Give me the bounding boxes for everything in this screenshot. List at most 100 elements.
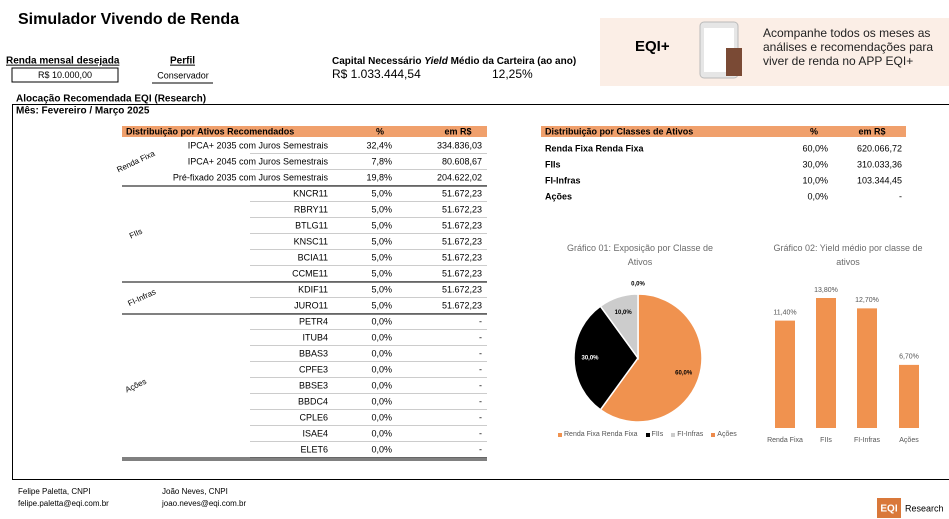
table-header [122,126,487,137]
asset-pct: 32,4% [366,140,392,150]
asset-amount: 51.672,23 [442,204,482,214]
slice-label: 60,0% [675,370,693,376]
asset-amount: 334.836,03 [437,140,482,150]
section-box [12,104,949,480]
asset-pct: 0,0% [371,412,392,422]
asset-name: JURO11 [294,300,328,310]
legend-item: FIIs [645,431,663,438]
label-part: Yield [424,56,448,67]
chart-title: Gráfico 02: Yield médio por classe de at… [773,243,923,267]
asset-pct: 0,0% [371,316,392,326]
class-amount: - [899,191,902,201]
banner-logo: EQI+ [635,38,670,55]
banner-text: Acompanhe todos os meses as análises e r… [763,26,934,68]
asset-name: KNCR11 [293,188,328,198]
author-email: joao.neves@eqi.com.br [161,499,247,508]
asset-amount: 51.672,23 [442,300,482,310]
asset-name: KNSC11 [294,236,328,246]
asset-pct: 0,0% [371,380,392,390]
asset-name: CPFE3 [299,364,328,374]
class-amount: 103.344,45 [857,175,902,185]
author: João Neves, CNPI [162,487,228,496]
asset-name: IPCA+ 2035 com Juros Semestrais [188,140,329,150]
group-label: FI-Infras [126,287,157,308]
header-cell: Distribuição por Classes de Ativos [545,126,693,136]
class-pct: 10,0% [802,175,828,185]
asset-name: RBRY11 [294,204,328,214]
result-value: R$ 1.033.444,54 [332,67,421,81]
asset-amount: 204.622,02 [437,172,482,182]
slice-label: 10,0% [615,310,633,316]
asset-name: PETR4 [299,316,328,326]
result-label: Capital Necessário Yield Médio da Cartei… [332,56,576,67]
asset-pct: 0,0% [371,396,392,406]
label-part: Médio da Carteira (ao ano) [451,56,577,67]
asset-amount: 51.672,23 [442,236,482,246]
page-title: Simulador Vivendo de Renda [18,11,239,28]
header-cell: % [810,126,818,136]
input-value: R$ 10.000,00 [38,70,92,80]
class-pct: 0,0% [807,191,828,201]
slice-label: 0,0% [631,282,645,288]
asset-name: BTLG11 [295,220,328,230]
class-name: FIIs [545,159,561,169]
legend-swatch [711,432,716,437]
asset-amount: 51.672,23 [442,252,482,262]
slice-label: 30,0% [581,356,599,362]
input-box [11,67,119,83]
group-label: Ações [124,377,148,395]
asset-name: ISAE4 [302,428,328,438]
legend-label: Renda Fixa Renda Fixa [564,431,638,438]
asset-pct: 5,0% [371,220,392,230]
footer-logo-text: EQI [880,504,897,515]
legend-item: FI-Infras [671,431,703,438]
x-tick-label: FIIs [820,437,832,444]
legend-item: Ações [711,431,737,438]
asset-pct: 7,8% [371,156,392,166]
asset-amount: - [479,412,482,422]
header-cell: em R$ [858,126,885,136]
asset-pct: 5,0% [371,268,392,278]
asset-pct: 0,0% [371,348,392,358]
header-cell: em R$ [444,126,471,136]
bar-label: 12,70% [855,297,879,304]
input-label: Perfil [170,56,195,67]
legend-label: FI-Infras [677,431,704,438]
legend-item: Renda Fixa Renda Fixa [558,431,638,438]
author-email: felipe.paletta@eqi.com.br [18,499,109,508]
class-amount: 310.033,36 [857,159,902,169]
asset-pct: 5,0% [371,252,392,262]
banner[interactable] [600,18,949,86]
asset-amount: - [479,332,482,342]
asset-amount: - [479,428,482,438]
label-part: Capital Necessário [332,56,422,67]
asset-pct: 5,0% [371,284,392,294]
asset-pct: 0,0% [371,428,392,438]
header-cell: % [376,126,384,136]
asset-amount: - [479,316,482,326]
asset-amount: 51.672,23 [442,268,482,278]
header-cell: Distribuição por Ativos Recomendados [126,126,294,136]
section-subtitle: Mês: Fevereiro / Março 2025 [16,106,150,117]
asset-pct: 5,0% [371,300,392,310]
asset-name: CCME11 [292,268,328,278]
asset-amount: 51.672,23 [442,220,482,230]
asset-name: KDIF11 [298,284,328,294]
asset-name: CPLE6 [299,412,328,422]
group-label: FIIs [128,227,144,241]
group-label: Renda Fixa [115,149,156,175]
bar [857,308,877,428]
asset-amount: - [479,396,482,406]
author: Felipe Paletta, CNPI [18,487,90,496]
legend-label: Ações [717,431,737,438]
asset-amount: 51.672,23 [442,284,482,294]
input-value: Conservador [157,70,209,80]
asset-name: ELET6 [300,444,328,454]
asset-name: BBAS3 [299,348,328,358]
asset-name: BBSE3 [299,380,328,390]
pie-slice [599,293,639,361]
class-amount: 620.066,72 [857,143,902,153]
chart-title: Gráfico 01: Exposição por Classe de Ativ… [566,243,714,267]
